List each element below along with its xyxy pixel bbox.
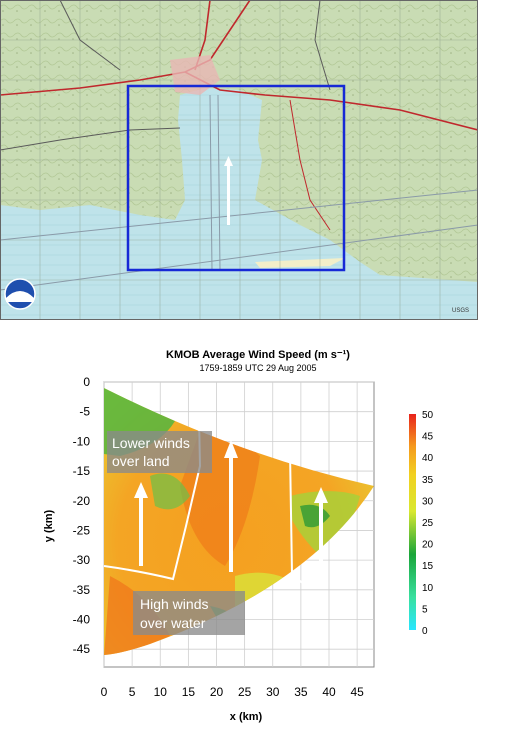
colorbar-tick-label: 20 xyxy=(422,540,434,551)
y-axis-ticks: 0 -5 -10 -15 -20 -25 -30 -35 -40 -45 xyxy=(73,375,91,656)
map-water xyxy=(0,88,478,320)
x-tick-label: 35 xyxy=(294,685,308,699)
colorbar-tick-label: 45 xyxy=(422,432,434,443)
colorbar-tick-label: 40 xyxy=(422,453,434,464)
y-tick-label: 0 xyxy=(83,375,90,389)
chart-title: KMOB Average Wind Speed (m s⁻¹) xyxy=(166,349,350,361)
x-tick-label: 45 xyxy=(350,685,364,699)
y-tick-label: -20 xyxy=(73,494,91,508)
colorbar-tick-label: 50 xyxy=(422,410,434,421)
wind-arrows xyxy=(134,440,328,572)
x-tick-label: 0 xyxy=(101,685,108,699)
colorbar-tick-label: 15 xyxy=(422,561,434,572)
usgs-credit: USGS xyxy=(452,308,469,314)
noaa-logo xyxy=(4,278,36,310)
x-axis-label: x (km) xyxy=(230,711,263,723)
colorbar-tick-label: 25 xyxy=(422,518,434,529)
arrow-land-west-head xyxy=(134,482,148,498)
x-tick-label: 30 xyxy=(266,685,280,699)
annotation-lower-winds: Lower winds over land xyxy=(107,431,212,473)
colorbar-tick-label: 5 xyxy=(422,604,428,615)
annotation-high-winds-line2: over water xyxy=(140,615,206,631)
y-tick-label: -40 xyxy=(73,613,91,627)
x-tick-label: 25 xyxy=(238,685,252,699)
annotation-high-winds-line1: High winds xyxy=(140,596,208,612)
coastline xyxy=(103,415,307,587)
arrow-water-center xyxy=(229,456,233,572)
arrow-land-east-head xyxy=(314,487,328,503)
y-tick-label: -30 xyxy=(73,553,91,567)
colorbar-tick-label: 30 xyxy=(422,496,434,507)
annotation-high-winds: High winds over water xyxy=(133,591,245,635)
annotation-lower-winds-line1: Lower winds xyxy=(112,435,190,451)
x-tick-label: 20 xyxy=(210,685,224,699)
colorbar-tick-label: 35 xyxy=(422,475,434,486)
y-tick-label: -5 xyxy=(79,405,90,419)
x-tick-label: 10 xyxy=(154,685,168,699)
topographic-map: USGS xyxy=(0,0,478,320)
x-tick-label: 5 xyxy=(129,685,136,699)
y-tick-label: -25 xyxy=(73,523,91,537)
colorbar-tick-label: 0 xyxy=(422,626,428,637)
y-axis-label: y (km) xyxy=(43,509,55,542)
colorbar-scale xyxy=(409,414,416,630)
arrow-land-west xyxy=(139,496,143,566)
x-tick-label: 40 xyxy=(322,685,336,699)
wind-speed-chart: KMOB Average Wind Speed (m s⁻¹) 1759-185… xyxy=(43,349,434,723)
y-tick-label: -10 xyxy=(73,434,91,448)
y-tick-label: -35 xyxy=(73,583,91,597)
y-tick-label: -15 xyxy=(73,464,91,478)
arrow-land-east xyxy=(319,501,323,571)
annotation-lower-winds-line2: over land xyxy=(112,453,170,469)
radar-domain-box xyxy=(126,84,346,272)
x-axis-ticks: 0 5 10 15 20 25 30 35 40 45 xyxy=(101,685,364,699)
arrow-water-center-head xyxy=(224,440,238,458)
y-tick-label: -45 xyxy=(73,642,91,656)
map-wind-arrow xyxy=(227,165,230,225)
map-barrier-island xyxy=(255,258,345,268)
chart-subtitle: 1759-1859 UTC 29 Aug 2005 xyxy=(199,363,316,373)
x-tick-label: 15 xyxy=(182,685,196,699)
colorbar-tick-label: 10 xyxy=(422,583,434,594)
